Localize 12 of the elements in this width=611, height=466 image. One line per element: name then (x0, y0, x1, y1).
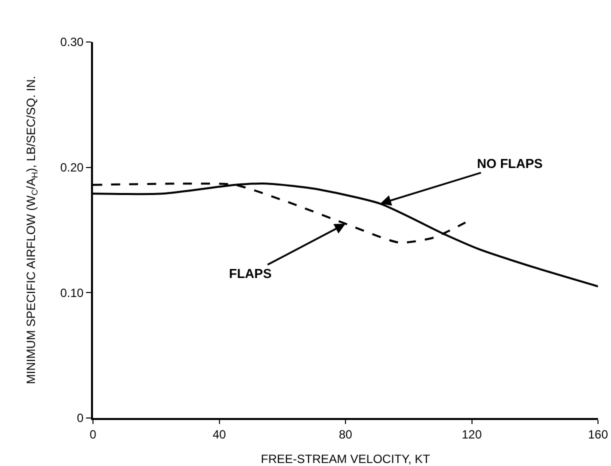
y-tick-label: 0.30 (60, 35, 84, 50)
text: NO FLAPS (477, 156, 544, 171)
x-tick-label: 0 (90, 427, 97, 442)
x-tick-label: 80 (338, 427, 352, 442)
y-tick-label: 0.20 (60, 160, 84, 175)
y-tick-label: 0 (76, 411, 84, 426)
x-axis-title: FREE-STREAM VELOCITY, KT (260, 452, 431, 466)
y-tick-label: 0.10 (60, 286, 84, 300)
x-tick-label: 40 (212, 427, 226, 442)
x-tick-label: 160 (588, 427, 608, 442)
x-tick-label: 120 (462, 427, 482, 442)
text: FLAPS (229, 266, 272, 281)
